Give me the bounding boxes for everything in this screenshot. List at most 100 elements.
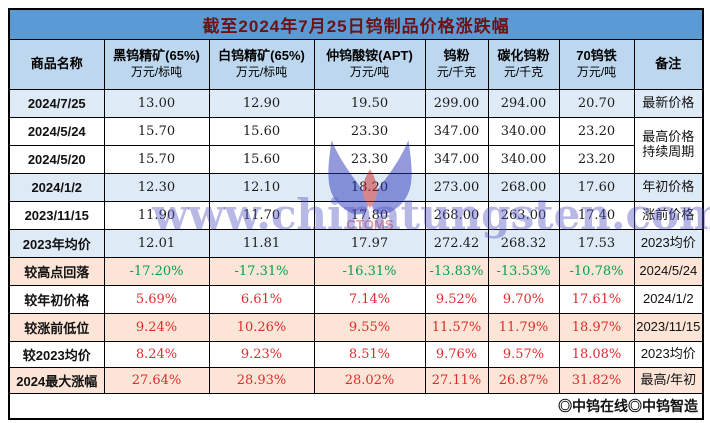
table-title-row: 截至2024年7月25日钨制品价格涨跌幅 bbox=[8, 8, 704, 40]
value-cell: 18.08% bbox=[558, 340, 635, 368]
header-col-0-name: 黑钨精矿(65%) bbox=[113, 48, 200, 64]
header-col-2-unit: 万元/吨 bbox=[349, 64, 390, 79]
value-cell: 263.00 bbox=[487, 200, 560, 230]
value-cell: 31.82% bbox=[558, 366, 635, 394]
value-cell: 10.26% bbox=[208, 312, 315, 342]
remark-cell-merged: 最高价格 持续周期 bbox=[633, 116, 704, 174]
header-product: 商品名称 bbox=[8, 38, 105, 90]
value-cell: 12.30 bbox=[103, 172, 210, 202]
remark-cell: 涨前价格 bbox=[633, 200, 704, 230]
table-row: 2023年均价 12.01 11.81 17.97 272.42 268.32 … bbox=[8, 228, 704, 258]
value-cell: 11.79% bbox=[487, 312, 560, 342]
value-cell: 9.52% bbox=[424, 284, 489, 314]
value-cell: 26.87% bbox=[487, 366, 560, 394]
remark-cell: 2023均价 bbox=[633, 228, 704, 258]
value-cell: 13.00 bbox=[103, 88, 210, 118]
remark-cell: 2023/11/15 bbox=[633, 312, 704, 342]
value-cell: 11.70 bbox=[208, 200, 315, 230]
table-row: 较年初价格 5.69% 6.61% 7.14% 9.52% 9.70% 17.6… bbox=[8, 284, 704, 314]
value-cell: 8.51% bbox=[313, 340, 426, 368]
remark-line-2: 持续周期 bbox=[642, 144, 695, 159]
page-title: 截至2024年7月25日钨制品价格涨跌幅 bbox=[8, 8, 704, 40]
table-row: 较涨前低位 9.24% 10.26% 9.55% 11.57% 11.79% 1… bbox=[8, 312, 704, 342]
header-col-4: 碳化钨粉 元/千克 bbox=[487, 38, 560, 90]
value-cell: 9.70% bbox=[487, 284, 560, 314]
row-label: 2023年均价 bbox=[8, 228, 105, 258]
row-label: 2024/5/20 bbox=[8, 144, 105, 174]
remark-cell: 最新价格 bbox=[633, 88, 704, 118]
value-cell: 15.60 bbox=[208, 144, 315, 174]
header-col-2: 仲钨酸铵(APT) 万元/吨 bbox=[313, 38, 426, 90]
tungsten-price-table: 截至2024年7月25日钨制品价格涨跌幅 商品名称 黑钨精矿(65%) 万元/标… bbox=[8, 8, 705, 420]
value-cell: 273.00 bbox=[424, 172, 489, 202]
value-cell: 20.70 bbox=[558, 88, 635, 118]
remark-cell: 2023均价 bbox=[633, 340, 704, 368]
value-cell: 340.00 bbox=[487, 116, 560, 146]
value-cell: -13.83% bbox=[424, 256, 489, 286]
value-cell: 268.00 bbox=[424, 200, 489, 230]
row-label: 2024最大涨幅 bbox=[8, 366, 105, 394]
table-row: 2023/11/15 11.90 11.70 17.80 268.00 263.… bbox=[8, 200, 704, 230]
value-cell: 23.30 bbox=[313, 116, 426, 146]
value-cell: 340.00 bbox=[487, 144, 560, 174]
value-cell: 6.61% bbox=[208, 284, 315, 314]
row-label: 较2023均价 bbox=[8, 340, 105, 368]
table-row: 2024/1/2 12.30 12.10 18.20 273.00 268.00… bbox=[8, 172, 704, 202]
table-row: 2024最大涨幅 27.64% 28.93% 28.02% 27.11% 26.… bbox=[8, 366, 704, 394]
value-cell: 19.50 bbox=[313, 88, 426, 118]
row-label: 2024/5/24 bbox=[8, 116, 105, 146]
value-cell: 9.57% bbox=[487, 340, 560, 368]
row-label: 2024/7/25 bbox=[8, 88, 105, 118]
header-col-3: 钨粉 元/千克 bbox=[424, 38, 489, 90]
value-cell: 15.70 bbox=[103, 116, 210, 146]
value-cell: -17.31% bbox=[208, 256, 315, 286]
header-col-1: 白钨精矿(65%) 万元/标吨 bbox=[208, 38, 315, 90]
remark-cell: 最高/年初 bbox=[633, 366, 704, 394]
value-cell: 27.64% bbox=[103, 366, 210, 394]
value-cell: 28.02% bbox=[313, 366, 426, 394]
value-cell: 17.80 bbox=[313, 200, 426, 230]
value-cell: 9.23% bbox=[208, 340, 315, 368]
value-cell: -13.53% bbox=[487, 256, 560, 286]
header-col-5-unit: 万元/吨 bbox=[576, 64, 617, 79]
header-col-1-name: 白钨精矿(65%) bbox=[218, 48, 305, 64]
value-cell: 17.61% bbox=[558, 284, 635, 314]
remark-line-1: 最高价格 bbox=[642, 129, 695, 145]
header-col-2-name: 仲钨酸铵(APT) bbox=[326, 48, 413, 64]
value-cell: 15.60 bbox=[208, 116, 315, 146]
row-label: 2024/1/2 bbox=[8, 172, 105, 202]
value-cell: 23.20 bbox=[558, 144, 635, 174]
value-cell: 12.01 bbox=[103, 228, 210, 258]
value-cell: 27.11% bbox=[424, 366, 489, 394]
value-cell: -10.78% bbox=[558, 256, 635, 286]
remark-cell: 年初价格 bbox=[633, 172, 704, 202]
header-col-4-name: 碳化钨粉 bbox=[497, 48, 550, 64]
value-cell: 268.32 bbox=[487, 228, 560, 258]
remark-cell: 2024/1/2 bbox=[633, 284, 704, 314]
table-row: 2024/7/25 13.00 12.90 19.50 299.00 294.0… bbox=[8, 88, 704, 118]
header-col-0: 黑钨精矿(65%) 万元/标吨 bbox=[103, 38, 210, 90]
value-cell: 7.14% bbox=[313, 284, 426, 314]
header-col-4-unit: 元/千克 bbox=[503, 64, 544, 79]
row-label: 较高点回落 bbox=[8, 256, 105, 286]
value-cell: 12.10 bbox=[208, 172, 315, 202]
row-label: 2023/11/15 bbox=[8, 200, 105, 230]
value-cell: 347.00 bbox=[424, 116, 489, 146]
table-row: 2024/5/24 15.70 15.60 23.30 347.00 340.0… bbox=[8, 116, 704, 174]
remark-cell: 2024/5/24 bbox=[633, 256, 704, 286]
header-col-5: 70钨铁 万元/吨 bbox=[558, 38, 635, 90]
value-cell: 17.53 bbox=[558, 228, 635, 258]
value-cell: 17.60 bbox=[558, 172, 635, 202]
value-cell: 23.30 bbox=[313, 144, 426, 174]
table-row: 较高点回落 -17.20% -17.31% -16.31% -13.83% -1… bbox=[8, 256, 704, 286]
value-cell: 9.55% bbox=[313, 312, 426, 342]
value-cell: 272.42 bbox=[424, 228, 489, 258]
value-cell: 11.90 bbox=[103, 200, 210, 230]
value-cell: 294.00 bbox=[487, 88, 560, 118]
source-credit: ◎中钨在线◎中钨智造 bbox=[8, 392, 704, 420]
value-cell: 15.70 bbox=[103, 144, 210, 174]
table-footer-row: ◎中钨在线◎中钨智造 bbox=[8, 392, 704, 420]
value-cell: 268.00 bbox=[487, 172, 560, 202]
value-cell: 9.24% bbox=[103, 312, 210, 342]
value-cell: 18.97% bbox=[558, 312, 635, 342]
